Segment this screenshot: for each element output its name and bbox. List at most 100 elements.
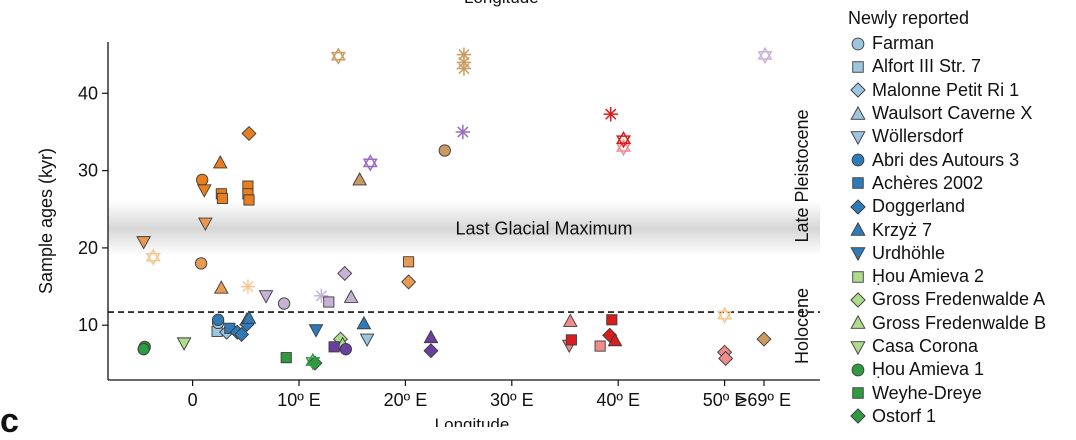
late-pleistocene-label: Late Pleistocene [792, 109, 812, 242]
data-point-square [328, 341, 340, 353]
x-tick-label: 0 [188, 390, 198, 410]
legend-symbol [850, 340, 866, 355]
data-point-triangle-down [359, 333, 375, 347]
legend-label: Gross Fredenwalde A [872, 289, 1046, 310]
data-point-square [565, 334, 577, 346]
top-axis-label: Longitude [464, 0, 539, 8]
legend-label: Gross Fredenwalde B [872, 312, 1047, 333]
data-point-triangle-down [196, 184, 212, 198]
data-point-diamond [718, 350, 734, 366]
data-point-triangle-down [308, 324, 324, 338]
legend-symbol [850, 247, 866, 262]
legend-label: Casa Corona [872, 336, 979, 356]
data-point-square [403, 256, 415, 268]
data-point-triangle-down [136, 236, 152, 250]
legend-label: Abri des Autours 3 [872, 149, 1020, 170]
data-point-circle [211, 313, 225, 326]
data-point-diamond [401, 274, 417, 290]
legend-item: Urdhöhle [848, 242, 1076, 265]
data-point-diamond [423, 343, 439, 359]
data-point-square [243, 194, 255, 206]
legend-marker-triangle [850, 315, 866, 329]
legend-label: Krzyż 7 [872, 219, 933, 240]
data-point-triangle [562, 313, 578, 327]
scatter-chart: Last Glacial Maximum 10 20 30 40 0 10º E 20º E 3… [36, 42, 820, 427]
legend-marker-diamond [850, 408, 866, 425]
legend-symbol [852, 387, 864, 399]
data-point-diamond [756, 331, 772, 347]
legend-label: Wöllersdorf [872, 126, 964, 147]
data-point-star6 [145, 248, 161, 266]
legend-label: Weyhe-Dreye [872, 382, 982, 403]
data-point-star6 [362, 154, 378, 172]
data-point-diamond [241, 125, 257, 142]
legend-label: Farman [872, 33, 935, 54]
data-point-circle [438, 144, 451, 157]
lgm-band [108, 201, 820, 256]
legend-symbol [850, 221, 866, 236]
y-tick-label: 30 [78, 161, 98, 181]
y-tick-label: 20 [78, 238, 98, 258]
data-point-circle [339, 343, 352, 356]
legend-marker-circle [851, 363, 865, 377]
legend-marker-triangle-down [850, 131, 866, 145]
legend-marker-triangle-down [850, 340, 866, 355]
data-point-star6 [305, 352, 321, 371]
data-point-star6 [615, 130, 632, 149]
legend-item: Gross Fredenwalde A [848, 288, 1076, 311]
data-point-star [456, 61, 472, 76]
legend-symbol [852, 61, 864, 73]
data-point-triangle [213, 280, 229, 294]
legend-marker-square [852, 177, 864, 190]
legend-marker-diamond [850, 82, 866, 99]
data-point-star6 [330, 47, 346, 65]
legend-item: Krzyż 7 [848, 218, 1076, 241]
legend-marker-square [852, 270, 864, 283]
legend-label: Achères 2002 [872, 172, 984, 193]
legend-item: Gross Fredenwalde B [848, 312, 1076, 335]
legend-label: Malonne Petit Ri 1 [872, 79, 1020, 100]
data-point-square [594, 340, 606, 352]
x-tick-label: 20º E [384, 390, 428, 410]
legend-item: Achères 2002 [848, 172, 1076, 195]
legend-symbol [850, 198, 866, 215]
data-point-triangle-down [176, 337, 192, 351]
data-point-square [216, 192, 228, 204]
data-point-triangle [212, 155, 228, 169]
y-axis-title: Sample ages (kyr) [36, 148, 56, 294]
legend-item: Farman [848, 32, 1076, 55]
legend-symbol [851, 37, 865, 50]
x-tick-label: 30º E [490, 390, 534, 410]
data-point-star6 [757, 46, 773, 65]
data-point-circle [277, 297, 291, 310]
legend-marker-circle [851, 153, 865, 167]
legend-item: Ostorf 1 [848, 405, 1076, 428]
data-point-diamond [234, 326, 250, 343]
data-point-triangle [356, 315, 372, 330]
data-point-diamond [337, 265, 353, 281]
data-point-triangle-down [198, 217, 213, 231]
legend-label: Doggerland [872, 196, 966, 217]
data-point-star6 [717, 306, 733, 324]
data-point-triangle [352, 172, 368, 186]
legend-label: Urdhöhle [872, 242, 946, 263]
x-tick-label: 50º E [703, 390, 747, 410]
legend-label: Alfort III Str. 7 [872, 56, 982, 77]
legend-marker-square [852, 61, 864, 73]
legend-item: Abri des Autours 3 [848, 148, 1076, 171]
data-point-star [455, 124, 471, 140]
data-point-triangle [423, 329, 439, 344]
legend-symbol [850, 408, 866, 425]
legend-symbol [850, 82, 866, 99]
legend-item: Ḥou Amieva 2 [848, 265, 1076, 288]
data-point-circle [137, 343, 150, 356]
legend: Newly reported Farman Alfort III Str. 7 Ma… [848, 8, 1076, 428]
data-point-circle [196, 173, 209, 187]
data-point-triangle-down [258, 290, 274, 304]
legend-items: Farman Alfort III Str. 7 Malonne Petit Ri … [848, 32, 1076, 428]
x-axis-title: Longitude [435, 415, 510, 427]
legend-symbol [850, 105, 866, 120]
legend-title: Newly reported [848, 8, 970, 28]
legend-marker-diamond [850, 292, 866, 308]
legend-symbol [850, 131, 866, 145]
